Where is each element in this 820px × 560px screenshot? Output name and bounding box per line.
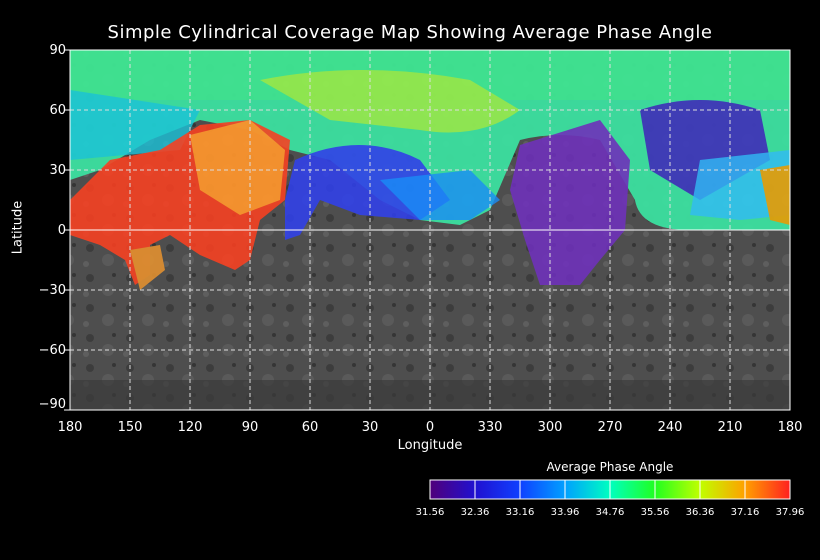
y-tick-label: 30 <box>49 163 66 178</box>
colorbar-label: 37.16 <box>730 507 760 518</box>
y-axis-label: Latitude <box>10 200 26 255</box>
y-tick-label: −90 <box>38 397 66 412</box>
colorbar-label: 34.76 <box>595 507 625 518</box>
x-tick-label: 270 <box>597 420 623 435</box>
colorbar-label: 37.96 <box>775 507 805 518</box>
x-axis-label: Longitude <box>397 438 463 453</box>
x-tick-label: 0 <box>425 420 435 435</box>
x-tick-label: 180 <box>57 420 83 435</box>
colorbar-label: 33.16 <box>505 507 535 518</box>
map-title: Simple Cylindrical Coverage Map Showing … <box>107 22 713 43</box>
y-tick-label: 0 <box>57 223 66 238</box>
graticule <box>70 50 790 410</box>
y-tick-label: 60 <box>49 103 66 118</box>
colorbar-dividers <box>474 480 746 499</box>
colorbar-title: Average Phase Angle <box>546 460 674 474</box>
colorbar-label: 35.56 <box>640 507 670 518</box>
x-tick-label: 210 <box>717 420 743 435</box>
colorbar-label: 36.36 <box>685 507 715 518</box>
x-tick-label: 240 <box>657 420 683 435</box>
x-tick-label: 90 <box>241 420 259 435</box>
x-tick-label: 330 <box>477 420 503 435</box>
x-tick-label: 180 <box>777 420 803 435</box>
colorbar-label: 33.96 <box>550 507 580 518</box>
y-tick-label: 90 <box>49 43 66 58</box>
y-tick-label: −60 <box>38 343 66 358</box>
x-tick-label: 150 <box>117 420 143 435</box>
x-tick-label: 300 <box>537 420 563 435</box>
colorbar-label: 31.56 <box>415 507 445 518</box>
x-tick-label: 120 <box>177 420 203 435</box>
x-tick-label: 60 <box>301 420 319 435</box>
colorbar-label: 32.36 <box>460 507 490 518</box>
y-tick-label: −30 <box>38 283 66 298</box>
x-tick-label: 30 <box>361 420 379 435</box>
